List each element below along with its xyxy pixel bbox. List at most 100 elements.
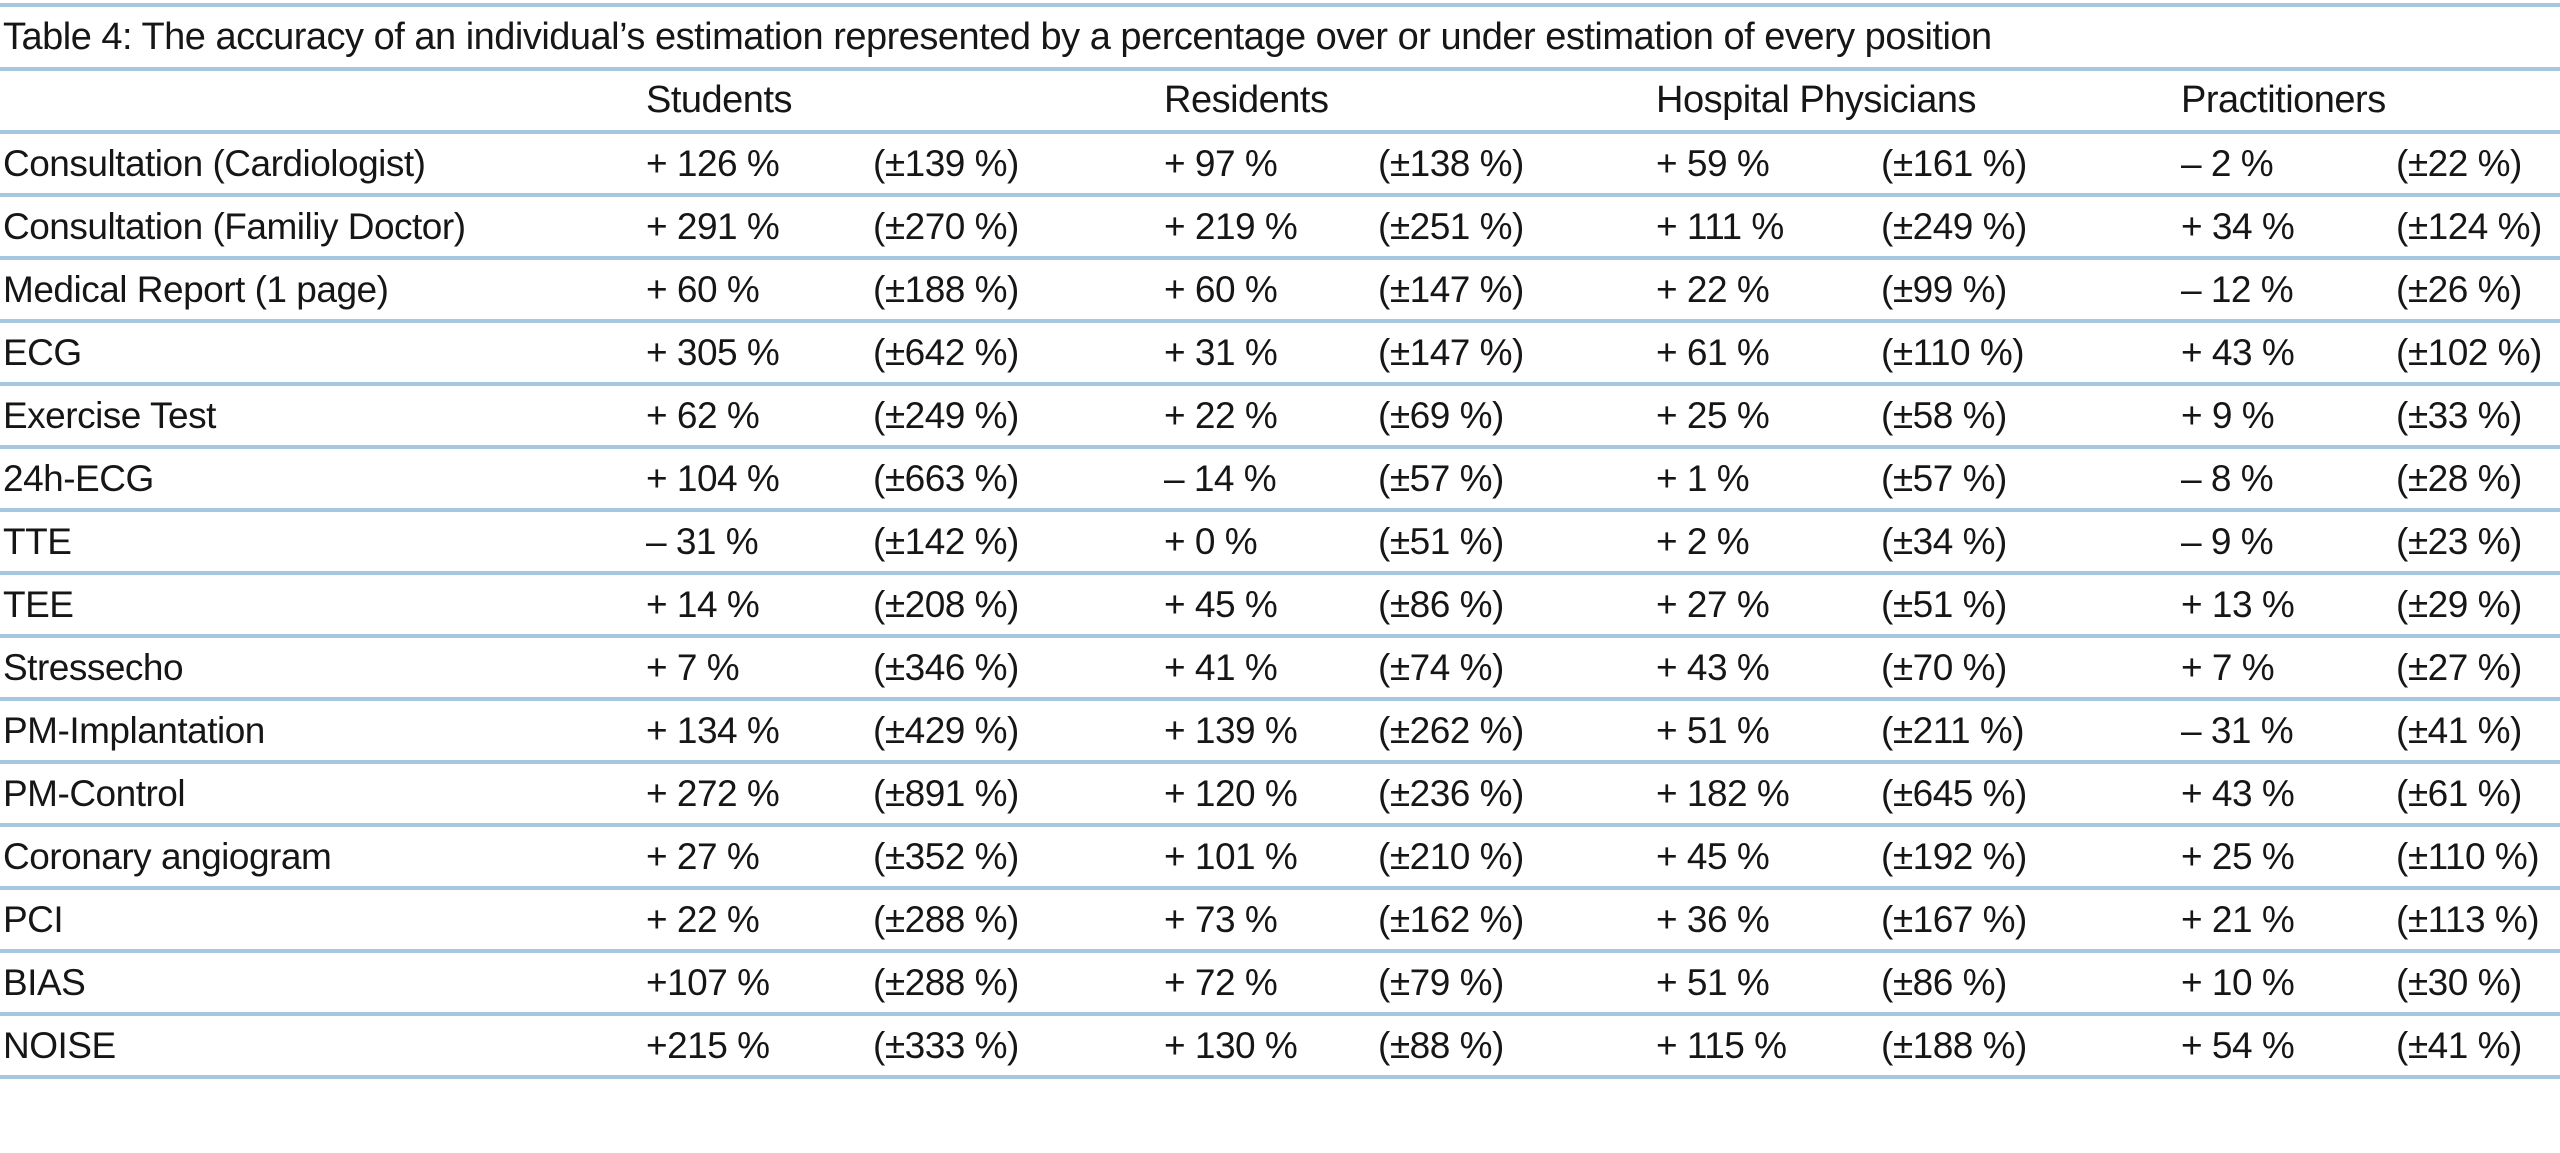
row-label: BIAS [3, 961, 86, 1003]
estimation-spread-cell: (±138 %) [1378, 142, 1524, 184]
estimation-spread-cell: (±210 %) [1378, 835, 1524, 877]
estimation-spread-cell: (±124 %) [2396, 205, 2542, 247]
table-row: 24h-ECG + 104 % (±663 %) – 14 % (±57 %) + 1 %… [0, 447, 2560, 510]
estimation-spread-cell: (±211 %) [1881, 709, 2025, 751]
estimation-value-cell: + 60 % [646, 268, 760, 310]
row-label: PM-Implantation [3, 709, 265, 751]
estimation-value-cell: + 36 % [1656, 898, 1770, 940]
estimation-value-cell: + 25 % [1656, 394, 1770, 436]
table-row: Stressecho + 7 % (±346 %) + 41 % (±74 %) + 43… [0, 636, 2560, 699]
estimation-value-cell: +215 % [646, 1024, 770, 1066]
estimation-spread-cell: (±147 %) [1378, 268, 1524, 310]
row-label: ECG [3, 331, 82, 373]
estimation-spread-cell: (±288 %) [873, 961, 1019, 1003]
estimation-value-cell: + 7 % [646, 646, 740, 688]
estimation-spread-cell: (±51 %) [1378, 520, 1504, 562]
estimation-value-cell: + 22 % [1656, 268, 1770, 310]
estimation-spread-cell: (±57 %) [1881, 457, 2007, 499]
table-row: NOISE +215 % (±333 %) + 130 % (±88 %) + 115 %… [0, 1014, 2560, 1077]
estimation-spread-cell: (±333 %) [873, 1024, 1019, 1066]
estimation-spread-cell: (±429 %) [873, 709, 1019, 751]
table-row: Medical Report (1 page) + 60 % (±188 %) + 6… [0, 258, 2560, 321]
estimation-spread-cell: (±139 %) [873, 142, 1019, 184]
estimation-spread-cell: (±142 %) [873, 520, 1019, 562]
caption-row: Table 4: The accuracy of an individual’s… [0, 5, 2560, 69]
estimation-spread-cell: (±61 %) [2396, 772, 2522, 814]
estimation-value-cell: + 41 % [1164, 646, 1278, 688]
estimation-spread-cell: (±99 %) [1881, 268, 2007, 310]
estimation-spread-cell: (±251 %) [1378, 205, 1524, 247]
estimation-value-cell: – 12 % [2181, 268, 2294, 310]
estimation-value-cell: – 9 % [2181, 520, 2274, 562]
estimation-value-cell: + 219 % [1164, 205, 1298, 247]
estimation-value-cell: + 120 % [1164, 772, 1298, 814]
estimation-value-cell: + 54 % [2181, 1024, 2295, 1066]
header-spacer [0, 69, 645, 132]
estimation-spread-cell: (±29 %) [2396, 583, 2522, 625]
estimation-spread-cell: (±79 %) [1378, 961, 1504, 1003]
estimation-spread-cell: (±70 %) [1881, 646, 2007, 688]
estimation-value-cell: + 139 % [1164, 709, 1298, 751]
estimation-spread-cell: (±51 %) [1881, 583, 2007, 625]
estimation-spread-cell: (±41 %) [2396, 709, 2522, 751]
estimation-value-cell: + 9 % [2181, 394, 2275, 436]
row-label: Coronary angiogram [3, 835, 332, 877]
estimation-spread-cell: (±110 %) [2396, 835, 2540, 877]
estimation-spread-cell: (±188 %) [1881, 1024, 2027, 1066]
estimation-value-cell: – 8 % [2181, 457, 2274, 499]
estimation-value-cell: + 126 % [646, 142, 780, 184]
estimation-value-cell: + 45 % [1164, 583, 1278, 625]
estimation-value-cell: + 27 % [1656, 583, 1770, 625]
estimation-value-cell: + 10 % [2181, 961, 2295, 1003]
estimation-spread-cell: (±69 %) [1378, 394, 1504, 436]
estimation-value-cell: + 31 % [1164, 331, 1278, 373]
estimation-spread-cell: (±663 %) [873, 457, 1019, 499]
estimation-spread-cell: (±102 %) [2396, 331, 2542, 373]
column-header-residents: Residents [1164, 79, 1329, 121]
estimation-value-cell: + 59 % [1656, 142, 1770, 184]
estimation-value-cell: + 43 % [1656, 646, 1770, 688]
estimation-value-cell: + 25 % [2181, 835, 2295, 877]
estimation-value-cell: + 101 % [1164, 835, 1298, 877]
row-label: Stressecho [3, 646, 184, 688]
row-label: 24h-ECG [3, 457, 154, 499]
estimation-spread-cell: (±270 %) [873, 205, 1019, 247]
table-row: Consultation (Cardiologist) + 126 % (±139 … [0, 132, 2560, 195]
estimation-value-cell: +107 % [646, 961, 770, 1003]
estimation-value-cell: – 31 % [2181, 709, 2294, 751]
estimation-spread-cell: (±262 %) [1378, 709, 1524, 751]
estimation-value-cell: + 72 % [1164, 961, 1278, 1003]
estimation-value-cell: + 45 % [1656, 835, 1770, 877]
estimation-value-cell: + 22 % [646, 898, 760, 940]
estimation-spread-cell: (±249 %) [873, 394, 1019, 436]
estimation-spread-cell: (±113 %) [2396, 898, 2540, 940]
estimation-value-cell: + 97 % [1164, 142, 1278, 184]
estimation-spread-cell: (±162 %) [1378, 898, 1524, 940]
estimation-value-cell: + 21 % [2181, 898, 2295, 940]
estimation-spread-cell: (±147 %) [1378, 331, 1524, 373]
estimation-spread-cell: (±22 %) [2396, 142, 2522, 184]
estimation-spread-cell: (±891 %) [873, 772, 1019, 814]
estimation-spread-cell: (±86 %) [1881, 961, 2007, 1003]
header-row: Students Residents Hospital Physicians P… [0, 69, 2560, 132]
estimation-spread-cell: (±26 %) [2396, 268, 2522, 310]
table-row: Consultation (Familiy Doctor) + 291 % (±27… [0, 195, 2560, 258]
estimation-spread-cell: (±33 %) [2396, 394, 2522, 436]
paper-page: Table 4: The accuracy of an individual’s… [0, 3, 2560, 1079]
estimation-value-cell: + 14 % [646, 583, 760, 625]
estimation-spread-cell: (±28 %) [2396, 457, 2522, 499]
estimation-value-cell: + 104 % [646, 457, 780, 499]
estimation-value-cell: + 60 % [1164, 268, 1278, 310]
estimation-spread-cell: (±645 %) [1881, 772, 2027, 814]
estimation-spread-cell: (±249 %) [1881, 205, 2027, 247]
table-row: PM-Implantation + 134 % (±429 %) + 139 % (±2… [0, 699, 2560, 762]
estimation-value-cell: – 2 % [2181, 142, 2274, 184]
estimation-spread-cell: (±346 %) [873, 646, 1019, 688]
estimation-spread-cell: (±110 %) [1881, 331, 2025, 373]
row-label: NOISE [3, 1024, 116, 1066]
estimation-spread-cell: (±192 %) [1881, 835, 2027, 877]
estimation-spread-cell: (±86 %) [1378, 583, 1504, 625]
estimation-accuracy-table: Table 4: The accuracy of an individual’s… [0, 3, 2560, 1079]
estimation-value-cell: + 34 % [2181, 205, 2295, 247]
estimation-value-cell: + 7 % [2181, 646, 2275, 688]
